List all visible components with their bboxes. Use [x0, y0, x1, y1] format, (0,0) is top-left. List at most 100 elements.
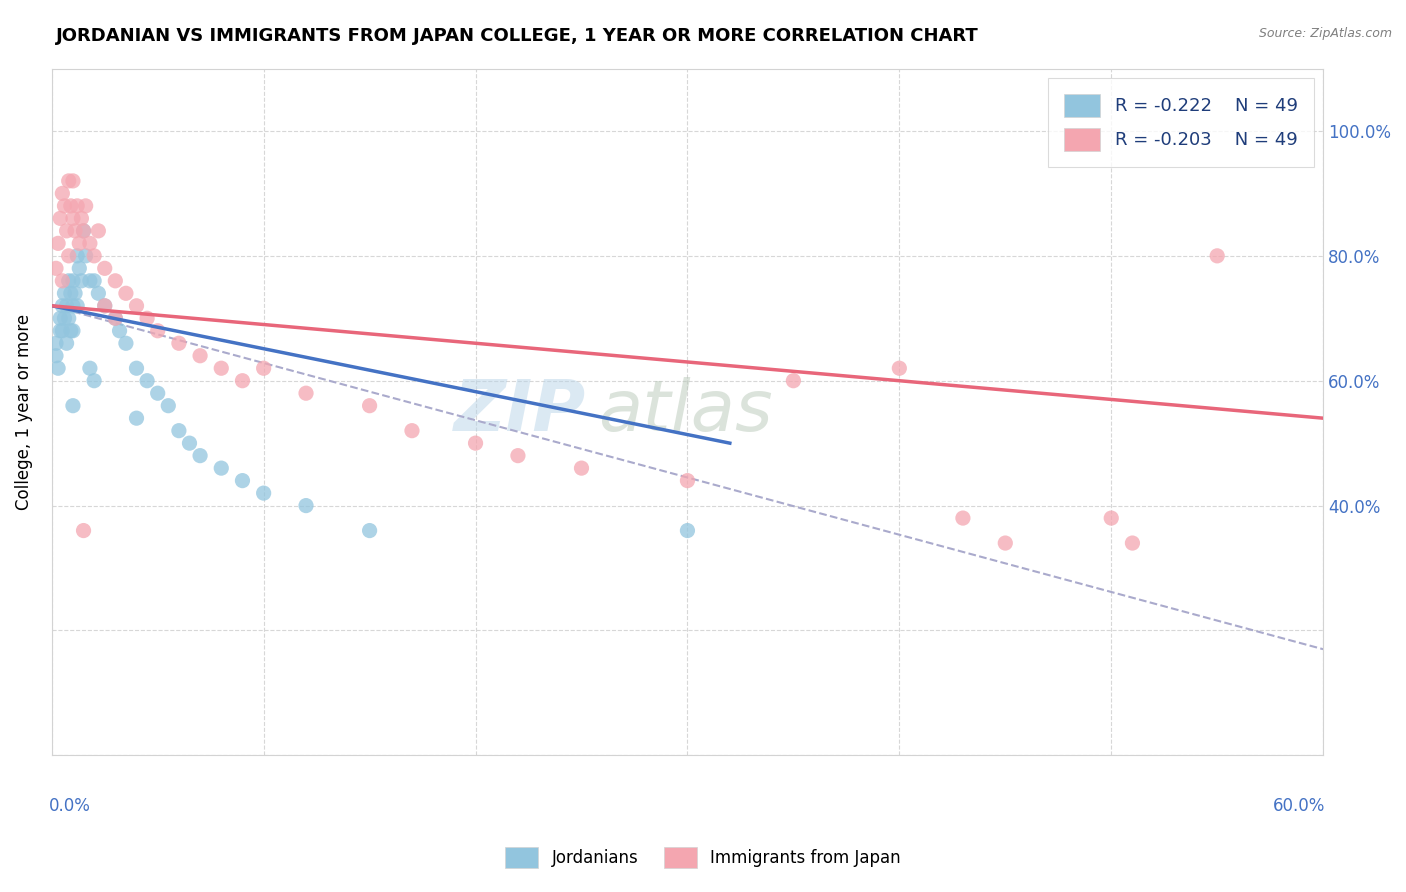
Point: [1099, 511, 1122, 525]
Point: [45, 261, 67, 276]
Text: atlas: atlas: [599, 377, 773, 446]
Point: [79, 361, 101, 376]
Point: [676, 474, 699, 488]
Point: [146, 386, 169, 401]
Point: [1121, 536, 1143, 550]
Point: [58, 311, 80, 326]
Point: [62, 399, 84, 413]
Point: [676, 524, 699, 538]
Point: [359, 524, 381, 538]
Point: [70, 274, 93, 288]
Point: [83, 249, 105, 263]
Point: [401, 424, 423, 438]
Point: [62, 324, 84, 338]
Point: [93, 299, 115, 313]
Point: [49, 311, 72, 326]
Point: [253, 361, 276, 376]
Point: [93, 261, 115, 276]
Point: [46, 236, 69, 251]
Point: [209, 461, 232, 475]
Point: [63, 224, 86, 238]
Legend: Jordanians, Immigrants from Japan: Jordanians, Immigrants from Japan: [499, 840, 907, 875]
Point: [179, 436, 201, 450]
Point: [45, 336, 67, 351]
Point: [571, 461, 593, 475]
Point: [62, 274, 84, 288]
Point: [75, 249, 97, 263]
Point: [59, 286, 82, 301]
Point: [51, 186, 73, 201]
Point: [136, 311, 159, 326]
Point: [136, 374, 159, 388]
Point: [889, 361, 911, 376]
Point: [125, 411, 148, 425]
Point: [58, 249, 80, 263]
Point: [108, 324, 131, 338]
Point: [79, 236, 101, 251]
Point: [53, 199, 76, 213]
Point: [87, 224, 110, 238]
Point: [55, 299, 77, 313]
Point: [66, 299, 89, 313]
Text: 0.0%: 0.0%: [49, 797, 91, 814]
Point: [87, 286, 110, 301]
Point: [59, 324, 82, 338]
Point: [253, 486, 276, 500]
Point: [49, 211, 72, 226]
Point: [115, 336, 138, 351]
Point: [62, 211, 84, 226]
Point: [994, 536, 1017, 550]
Point: [59, 199, 82, 213]
Point: [231, 374, 253, 388]
Text: Source: ZipAtlas.com: Source: ZipAtlas.com: [1258, 27, 1392, 40]
Point: [125, 299, 148, 313]
Point: [209, 361, 232, 376]
Point: [45, 349, 67, 363]
Point: [359, 399, 381, 413]
Point: [51, 299, 73, 313]
Point: [83, 274, 105, 288]
Point: [125, 361, 148, 376]
Point: [55, 336, 77, 351]
Point: [66, 249, 89, 263]
Point: [55, 224, 77, 238]
Point: [53, 311, 76, 326]
Point: [952, 511, 974, 525]
Point: [295, 499, 318, 513]
Point: [115, 286, 138, 301]
Point: [188, 349, 211, 363]
Point: [231, 474, 253, 488]
Point: [75, 199, 97, 213]
Point: [51, 324, 73, 338]
Point: [79, 274, 101, 288]
Point: [49, 324, 72, 338]
Point: [67, 236, 90, 251]
Point: [72, 524, 94, 538]
Point: [93, 299, 115, 313]
Point: [167, 336, 190, 351]
Point: [104, 311, 127, 326]
Point: [70, 211, 93, 226]
Text: JORDANIAN VS IMMIGRANTS FROM JAPAN COLLEGE, 1 YEAR OR MORE CORRELATION CHART: JORDANIAN VS IMMIGRANTS FROM JAPAN COLLE…: [56, 27, 979, 45]
Text: 60.0%: 60.0%: [1274, 797, 1326, 814]
Point: [46, 361, 69, 376]
Point: [67, 261, 90, 276]
Point: [63, 286, 86, 301]
Legend: R = -0.222    N = 49, R = -0.203    N = 49: R = -0.222 N = 49, R = -0.203 N = 49: [1047, 78, 1315, 168]
Point: [506, 449, 529, 463]
Point: [72, 224, 94, 238]
Point: [62, 299, 84, 313]
Point: [51, 274, 73, 288]
Point: [53, 286, 76, 301]
Point: [167, 424, 190, 438]
Point: [104, 274, 127, 288]
Point: [83, 374, 105, 388]
Point: [157, 399, 180, 413]
Point: [464, 436, 486, 450]
Point: [1206, 249, 1229, 263]
Point: [782, 374, 804, 388]
Point: [104, 311, 127, 326]
Point: [295, 386, 318, 401]
Point: [146, 324, 169, 338]
Y-axis label: College, 1 year or more: College, 1 year or more: [15, 314, 32, 510]
